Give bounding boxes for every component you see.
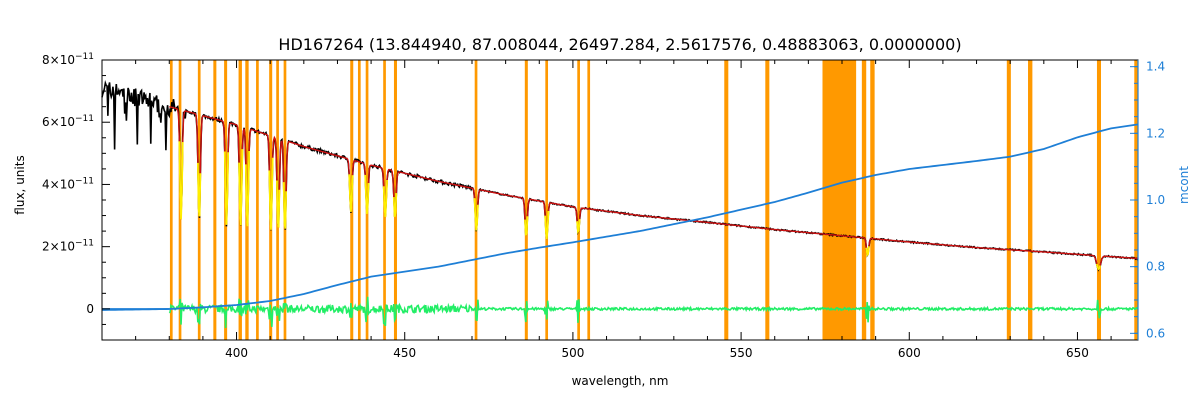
line-core-15	[576, 219, 581, 235]
ticks-layer: 400 450 500 550 600 650 0 2×10−11 4×10−11 6×10−11…	[42, 52, 1165, 360]
masked-bands	[169, 60, 1138, 340]
y2-axis-label: mcont	[1177, 166, 1191, 204]
residual-line	[168, 296, 1139, 328]
line-core-5	[268, 157, 274, 230]
line-core-8	[348, 174, 354, 212]
mask-band-21	[724, 60, 729, 340]
x-tick-label: 600	[898, 346, 921, 360]
y-axis-label: flux, units	[13, 155, 27, 214]
mask-band-20	[587, 60, 591, 340]
model-flux-line	[169, 105, 1139, 271]
line-core-14	[544, 210, 550, 240]
mask-band-18	[545, 60, 549, 340]
line-core-3	[238, 149, 244, 226]
line-core-16	[865, 246, 870, 258]
x-axis-label: wavelength, nm	[572, 374, 669, 388]
line-core-13	[524, 216, 529, 236]
mask-band-28	[1096, 60, 1101, 340]
line-core-4	[244, 151, 251, 227]
mask-band-23	[822, 60, 857, 340]
y-tick-label: 6×10−11	[42, 114, 94, 129]
mask-band-19	[577, 60, 580, 340]
y2-tick-label: 1.0	[1146, 193, 1165, 207]
line-core-7	[282, 182, 288, 229]
line-core-17	[1095, 263, 1102, 271]
chart-title: HD167264 (13.844940, 87.008044, 26497.28…	[278, 35, 961, 54]
y-tick-label: 8×10−11	[42, 52, 94, 67]
x-tick-label: 650	[1066, 346, 1089, 360]
x-tick-label: 500	[561, 346, 584, 360]
y2-tick-label: 0.6	[1146, 326, 1165, 340]
mask-band-3	[213, 60, 217, 340]
mask-band-22	[765, 60, 770, 340]
line-core-9	[364, 174, 370, 215]
y-tick-label: 2×10−11	[42, 239, 94, 254]
mask-band-27	[1028, 60, 1033, 340]
mask-band-10	[283, 60, 287, 340]
line-core-11	[392, 193, 398, 218]
y-tick-label: 4×10−11	[42, 176, 94, 191]
y-tick-label: 0	[86, 302, 94, 316]
mask-band-7	[256, 60, 259, 340]
line-core-0	[178, 141, 184, 220]
line-core-10	[382, 179, 388, 218]
line-core-1	[196, 162, 202, 217]
mcont-line	[101, 123, 1139, 311]
y2-tick-label: 1.4	[1146, 60, 1165, 74]
x-tick-label: 450	[393, 346, 416, 360]
line-core-6	[276, 180, 281, 228]
x-tick-label: 550	[730, 346, 753, 360]
mask-band-17	[524, 60, 528, 340]
mask-band-12	[357, 60, 361, 340]
series-layer	[101, 79, 1139, 328]
mask-band-25	[870, 60, 875, 340]
mask-band-16	[474, 60, 478, 340]
line-core-12	[473, 198, 479, 231]
mask-band-26	[1006, 60, 1011, 340]
x-tick-label: 400	[225, 346, 248, 360]
line-core-2	[223, 151, 230, 225]
mask-band-24	[861, 60, 867, 340]
y2-tick-label: 0.8	[1146, 260, 1165, 274]
y2-tick-label: 1.2	[1146, 126, 1165, 140]
mask-band-0	[169, 60, 173, 340]
